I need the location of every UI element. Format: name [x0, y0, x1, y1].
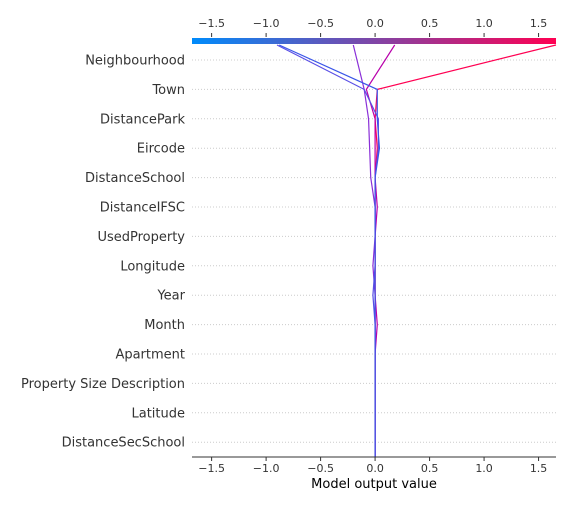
top-tick-label: 0.5	[421, 17, 439, 30]
bottom-tick-label: 1.5	[530, 462, 548, 475]
bottom-tick-label: 0.0	[366, 462, 384, 475]
x-axes: −1.5 −1.5 −1.0 −1.0 −0.5 −0.5 0.0 0.0 0.5 0.5 1.0 1…	[192, 17, 556, 475]
feature-label: Apartment	[115, 348, 185, 363]
top-tick-label: −1.0	[253, 17, 280, 30]
feature-label: Town	[151, 83, 185, 98]
top-tick-label: 1.0	[475, 17, 493, 30]
bottom-tick-label: −1.5	[198, 462, 225, 475]
bottom-tick-label: −0.5	[307, 462, 334, 475]
feature-label: Month	[144, 318, 185, 333]
feature-label: Longitude	[120, 259, 185, 274]
bottom-tick-label: −1.0	[253, 462, 280, 475]
feature-labels: Neighbourhood Town DistancePark Eircode Dist…	[21, 54, 186, 451]
top-tick-label: 1.5	[530, 17, 548, 30]
feature-label: Property Size Description	[21, 377, 185, 392]
feature-label: Year	[156, 289, 185, 304]
top-tick-label: −1.5	[198, 17, 225, 30]
decision-line	[374, 44, 557, 457]
bottom-tick-label: 1.0	[475, 462, 493, 475]
decision-line	[278, 44, 381, 457]
top-tick-label: −0.5	[307, 17, 334, 30]
top-tick-label: 0.0	[366, 17, 384, 30]
decision-line	[365, 44, 396, 457]
feature-label: Latitude	[131, 406, 185, 421]
decision-line	[276, 44, 379, 457]
colorbar-gradient	[192, 38, 556, 44]
feature-label: DistanceSecSchool	[62, 436, 185, 451]
feature-label: DistanceIFSC	[100, 201, 185, 216]
feature-label: DistancePark	[100, 112, 185, 127]
colorbar	[192, 38, 556, 44]
bottom-tick-label: 0.5	[421, 462, 439, 475]
feature-label: Neighbourhood	[85, 54, 185, 69]
feature-label: UsedProperty	[97, 230, 185, 245]
feature-label: DistanceSchool	[85, 171, 185, 186]
feature-label: Eircode	[137, 142, 185, 157]
decision-lines	[276, 44, 557, 457]
x-axis-label: Model output value	[311, 477, 437, 492]
grid-lines	[192, 59, 556, 443]
